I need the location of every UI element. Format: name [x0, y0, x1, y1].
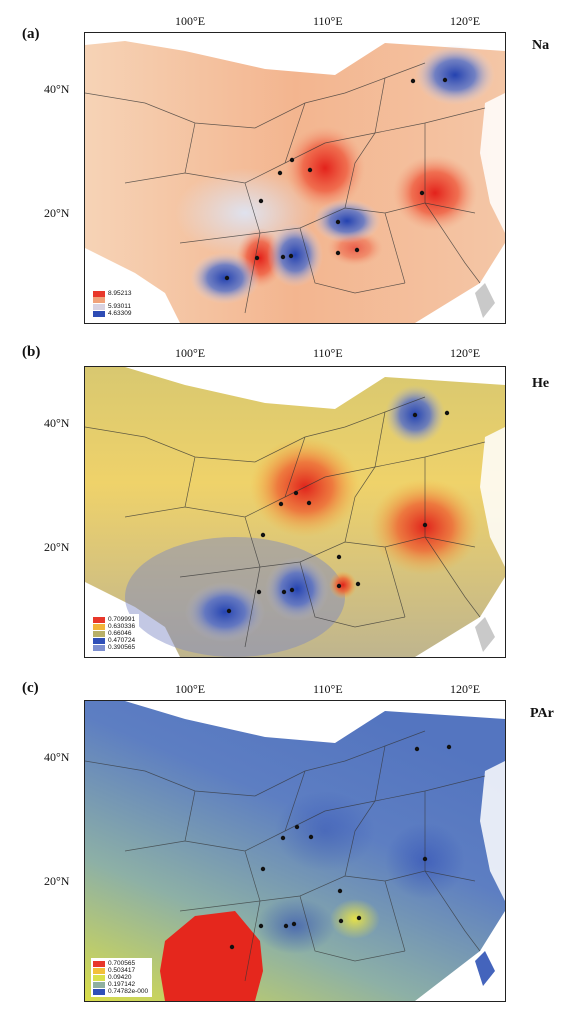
legend-item: 0.700565 [93, 960, 148, 967]
map-na: 8.95213 5.93011 4.63309 [84, 32, 506, 324]
legend-swatch [93, 303, 105, 310]
legend-value: 8.95213 [108, 290, 132, 297]
legend-item: 0.709991 [93, 616, 135, 623]
lon-tick-120: 120°E [450, 682, 481, 696]
legend-swatch [93, 616, 105, 623]
lat-tick-20: 20°N [44, 206, 70, 220]
variable-label: Na [532, 38, 550, 53]
panel-label: (a) [22, 26, 40, 42]
lon-tick-110: 110°E [313, 14, 343, 28]
panel-label: (b) [22, 344, 41, 360]
panel-a: (a) Na 100°E 110°E 120°E 40°N 20°N [0, 0, 572, 330]
legend-swatch [93, 297, 105, 303]
legend-swatch [93, 290, 105, 297]
legend-value: 0.390565 [108, 644, 136, 651]
par-field-map [85, 701, 505, 1001]
legend-item: 0.630336 [93, 623, 135, 630]
legend-value: 0.709991 [108, 616, 136, 623]
legend-par: 0.700565 0.503417 0.09420 0.197142 0.747… [91, 958, 153, 997]
legend-swatch [93, 988, 105, 995]
map-par: 0.700565 0.503417 0.09420 0.197142 0.747… [84, 700, 506, 1002]
legend-swatch [93, 644, 105, 651]
lon-tick-120: 120°E [450, 14, 481, 28]
legend-swatch [93, 981, 105, 988]
legend-item: 0.390565 [93, 644, 135, 651]
lat-tick-20: 20°N [44, 540, 70, 554]
variable-label: PAr [530, 706, 554, 721]
legend-value: 4.63309 [108, 310, 132, 317]
lat-tick-40: 40°N [44, 82, 70, 96]
legend-item: 4.63309 [93, 310, 132, 317]
legend-item: 8.95213 [93, 290, 132, 297]
panel-b: (b) He 100°E 110°E 120°E 40°N 20°N [0, 336, 572, 666]
legend-he: 0.709991 0.630336 0.66046 0.470724 0.390… [91, 614, 140, 653]
lon-tick-100: 100°E [175, 346, 206, 360]
legend-value: 0.700565 [108, 960, 136, 967]
map-he: 0.709991 0.630336 0.66046 0.470724 0.390… [84, 366, 506, 658]
legend-swatch [93, 623, 105, 630]
legend-value: 0.66046 [108, 630, 132, 637]
lon-tick-100: 100°E [175, 682, 206, 696]
legend-swatch [93, 974, 105, 981]
he-field-map [85, 367, 505, 657]
legend-item: 0.197142 [93, 981, 148, 988]
na-field-map [85, 33, 505, 323]
legend-na: 8.95213 5.93011 4.63309 [91, 288, 136, 319]
panel-label: (c) [22, 680, 39, 696]
legend-item: 0.74782e-000 [93, 988, 148, 995]
lon-tick-110: 110°E [313, 682, 343, 696]
legend-item: 0.66046 [93, 630, 135, 637]
legend-value: 0.197142 [108, 981, 136, 988]
legend-item: 0.470724 [93, 637, 135, 644]
legend-swatch [93, 630, 105, 637]
lon-tick-110: 110°E [313, 346, 343, 360]
lat-tick-40: 40°N [44, 416, 70, 430]
legend-swatch [93, 967, 105, 974]
legend-item: 5.93011 [93, 303, 132, 310]
lat-tick-40: 40°N [44, 750, 70, 764]
legend-swatch [93, 310, 105, 317]
legend-value: 0.503417 [108, 967, 136, 974]
legend-swatch [93, 960, 105, 967]
legend-value: 0.74782e-000 [108, 988, 149, 995]
lon-tick-120: 120°E [450, 346, 481, 360]
lat-tick-20: 20°N [44, 874, 70, 888]
legend-value: 0.630336 [108, 623, 136, 630]
legend-value: 5.93011 [108, 303, 132, 310]
legend-value: 0.470724 [108, 637, 136, 644]
legend-item: 0.09420 [93, 974, 148, 981]
panel-c: (c) PAr 100°E 110°E 120°E 40°N 20°N [0, 672, 572, 1002]
lon-tick-100: 100°E [175, 14, 206, 28]
legend-item: 0.503417 [93, 967, 148, 974]
legend-value: 0.09420 [108, 974, 132, 981]
legend-swatch [93, 637, 105, 644]
variable-label: He [532, 376, 550, 391]
legend-item [93, 297, 132, 303]
